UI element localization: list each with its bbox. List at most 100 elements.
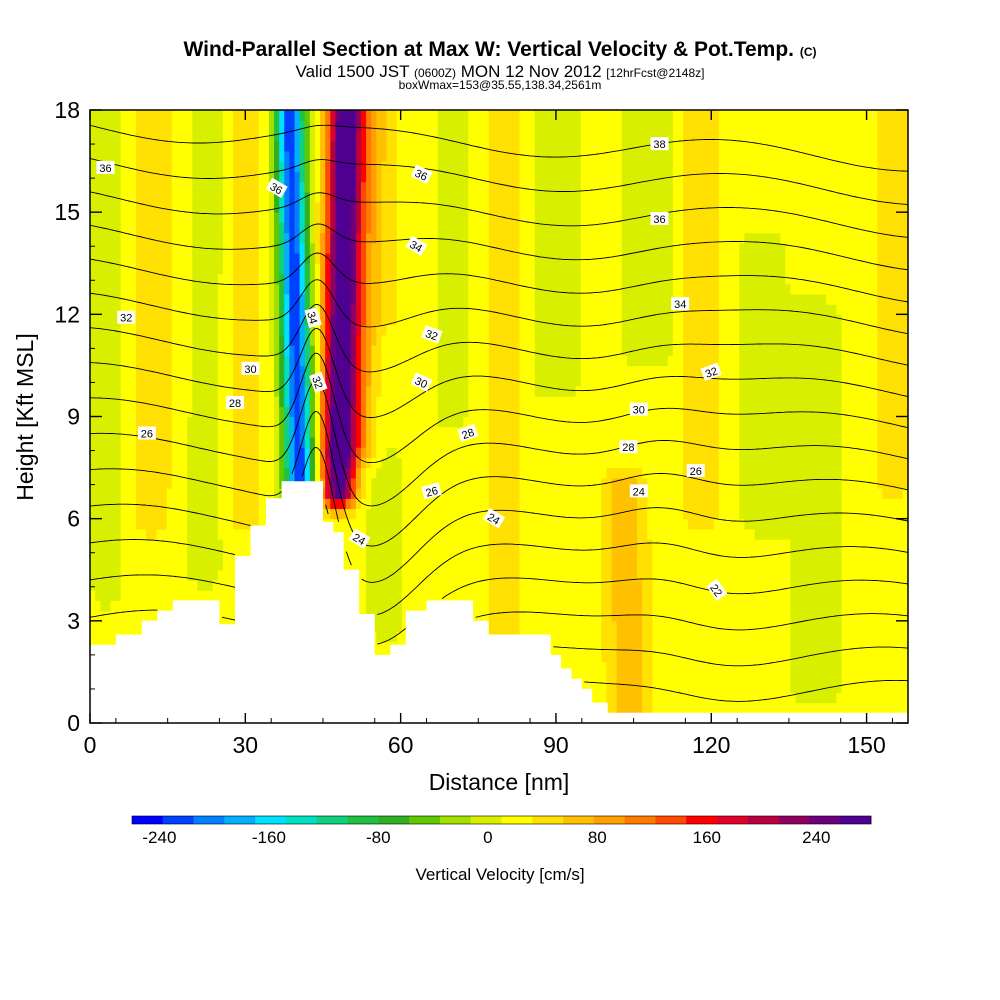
velocity-cell [810,549,817,561]
velocity-cell [279,467,285,479]
velocity-cell [790,528,797,540]
velocity-cell [867,528,873,540]
velocity-cell [575,600,582,612]
velocity-cell [309,406,316,418]
velocity-cell [125,559,132,571]
velocity-cell [810,436,817,448]
velocity-cell [662,682,669,693]
velocity-cell [821,559,827,571]
velocity-cell [759,682,766,693]
velocity-cell [381,518,388,530]
velocity-cell [442,488,449,499]
velocity-cell [683,488,689,499]
velocity-cell [836,620,843,632]
velocity-cell [447,498,454,510]
velocity-cell [749,416,756,428]
velocity-cell [120,488,127,499]
velocity-cell [197,559,204,571]
velocity-cell [795,477,802,489]
velocity-cell [279,436,285,448]
velocity-cell [621,488,628,499]
velocity-cell [575,488,582,499]
velocity-cell [841,436,848,448]
velocity-cell [810,498,817,510]
velocity-cell [672,416,679,428]
velocity-cell [867,518,873,530]
velocity-cell [652,457,659,469]
velocity-cell [350,416,357,428]
velocity-cell [698,600,705,612]
velocity-cell [877,569,884,581]
velocity-cell [892,457,899,469]
velocity-cell [340,447,347,458]
velocity-cell [805,692,812,704]
velocity-cell [412,488,418,499]
velocity-cell [846,692,853,704]
velocity-cell [744,651,751,663]
velocity-cell [831,600,838,612]
velocity-cell [263,436,270,448]
velocity-cell [836,426,843,438]
velocity-cell [677,406,684,418]
velocity-cell [877,488,884,499]
velocity-cell [780,467,786,479]
velocity-cell [667,600,674,612]
velocity-cell [381,620,388,632]
velocity-cell [110,549,117,561]
velocity-cell [626,569,633,581]
velocity-cell [611,692,618,704]
velocity-cell [105,467,112,479]
velocity-cell [289,416,296,428]
velocity-cell [759,590,766,601]
velocity-cell [437,426,444,438]
velocity-cell [867,549,873,561]
velocity-cell [452,436,459,448]
velocity-cell [810,590,817,601]
velocity-cell [601,559,607,571]
velocity-cell [473,467,480,479]
velocity-cell [631,610,638,622]
velocity-cell [805,610,812,622]
velocity-cell [350,508,357,520]
velocity-cell [381,579,388,591]
velocity-cell [637,447,643,458]
velocity-cell [437,590,444,601]
velocity-cell [340,457,347,469]
velocity-cell [718,457,725,469]
velocity-cell [458,549,464,561]
velocity-cell [396,539,403,550]
velocity-cell [815,457,822,469]
velocity-cell [672,498,679,510]
velocity-cell [897,600,904,612]
velocity-cell [233,416,239,428]
velocity-cell [524,620,531,632]
velocity-cell [693,549,699,561]
velocity-cell [821,426,827,438]
velocity-cell [749,518,756,530]
velocity-cell [887,631,894,642]
velocity-cell [130,559,137,571]
velocity-cell [294,447,301,458]
velocity-cell [412,569,418,581]
velocity-cell [565,610,572,622]
velocity-cell [422,549,429,561]
velocity-cell [626,426,633,438]
velocity-cell [815,416,822,428]
velocity-cell [488,416,495,428]
velocity-cell [902,518,908,530]
velocity-cell [125,498,132,510]
velocity-cell [667,528,674,540]
velocity-cell [759,477,766,489]
velocity-cell [284,436,290,448]
velocity-cell [693,447,699,458]
velocity-cell [274,426,280,438]
velocity-cell [120,508,127,520]
velocity-cell [350,549,357,561]
velocity-cell [826,508,832,520]
velocity-cell [596,620,602,632]
velocity-cell [723,620,730,632]
velocity-cell [821,590,827,601]
velocity-cell [652,671,659,683]
velocity-cell [616,631,623,642]
velocity-cell [381,457,388,469]
